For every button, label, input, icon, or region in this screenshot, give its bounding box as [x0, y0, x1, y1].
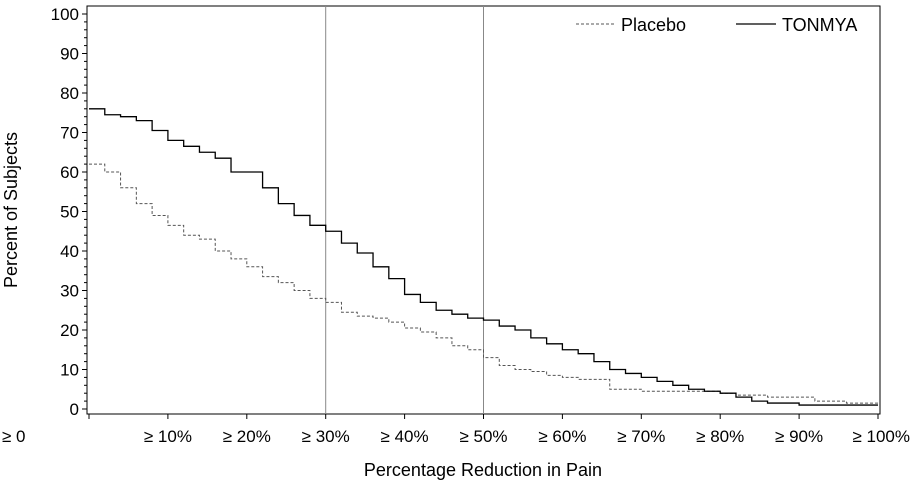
series-line-placebo: [89, 163, 878, 404]
y-tick-label: 70: [60, 124, 79, 143]
x-tick-label: ≥ 10%: [144, 427, 192, 446]
legend-label-placebo: Placebo: [621, 15, 686, 35]
y-tick-label: 50: [60, 203, 79, 222]
x-tick-label: ≥ 40%: [381, 427, 429, 446]
y-tick-label: 60: [60, 163, 79, 182]
x-axis: ≥ 0 ≥ 10% ≥ 20% ≥ 30% ≥ 40% ≥ 50% ≥ 60% ≥ 70% ≥ …: [2, 414, 910, 446]
y-tick-label: 40: [60, 242, 79, 261]
y-axis: 0 10 20 30 40 50 60 70 80 90 100: [51, 5, 87, 419]
legend-label-tonmya: TONMYA: [782, 15, 857, 35]
y-axis-title: Percent of Subjects: [1, 132, 21, 288]
x-tick-label: ≥ 70%: [617, 427, 665, 446]
y-tick-label: 0: [70, 400, 79, 419]
x-tick-label: ≥ 20%: [223, 427, 271, 446]
series-layer: [89, 108, 878, 406]
x-tick-label: ≥ 60%: [538, 427, 586, 446]
x-tick-label: ≥ 90%: [775, 427, 823, 446]
legend: Placebo TONMYA: [576, 15, 857, 35]
x-tick-label: ≥ 80%: [696, 427, 744, 446]
y-tick-label: 100: [51, 5, 79, 24]
series-line-tonmya: [89, 108, 878, 406]
y-tick-label: 20: [60, 321, 79, 340]
x-tick-label: ≥ 0: [2, 427, 26, 446]
y-tick-label: 90: [60, 45, 79, 64]
x-tick-label: ≥ 50%: [459, 427, 507, 446]
y-tick-label: 10: [60, 361, 79, 380]
reference-lines: [325, 6, 484, 414]
x-tick-label: ≥ 30%: [302, 427, 350, 446]
y-tick-label: 80: [60, 84, 79, 103]
x-axis-title: Percentage Reduction in Pain: [364, 460, 602, 480]
x-tick-label: ≥ 100%: [852, 427, 910, 446]
y-tick-label: 30: [60, 282, 79, 301]
